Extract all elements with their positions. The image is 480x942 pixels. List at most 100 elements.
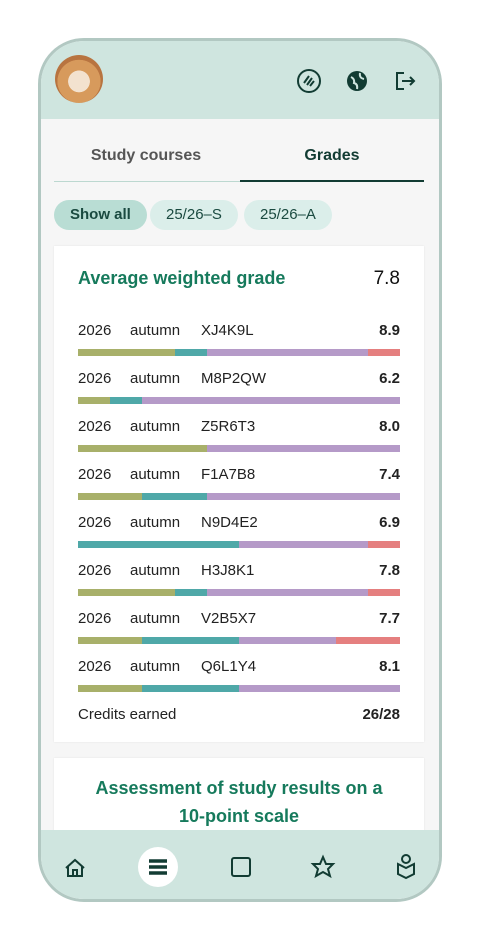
language-icon[interactable] <box>344 68 370 94</box>
course-row: 2026 autumn N9D4E2 6.9 <box>78 514 400 534</box>
tab-active[interactable]: Grades <box>304 147 360 164</box>
grade-bar <box>78 685 400 692</box>
course-year: 2026 <box>78 418 112 435</box>
logout-icon[interactable] <box>392 68 418 94</box>
course-grade: 7.4 <box>379 466 400 483</box>
bar-segment <box>367 349 400 356</box>
bar-segment <box>367 541 400 548</box>
bar-segment <box>367 589 400 596</box>
bar-segment <box>78 445 207 452</box>
card-title: Average weighted grade <box>78 268 286 288</box>
course-year: 2026 <box>78 322 112 339</box>
course-grade: 7.8 <box>379 562 400 579</box>
bar-segment <box>142 685 239 692</box>
course-row: 2026 autumn F1A7B8 7.4 <box>78 466 400 486</box>
grades-card: Average weighted grade 7.8 2026 autumn XJ4… <box>54 246 424 742</box>
filter-chip-active[interactable]: Show all <box>54 200 147 230</box>
course-term: autumn <box>130 658 181 675</box>
calendar-icon[interactable] <box>231 857 251 877</box>
wave-icon[interactable] <box>296 68 322 94</box>
bar-segment <box>174 349 207 356</box>
course-year: 2026 <box>78 562 112 579</box>
course-term: autumn <box>130 514 181 531</box>
course-code: H3J8K1 <box>201 562 255 579</box>
star-icon[interactable] <box>310 854 336 879</box>
grade-bar <box>78 541 400 548</box>
bar-segment <box>142 493 207 500</box>
course-code: Q6L1Y4 <box>201 658 257 675</box>
bar-segment <box>239 685 400 692</box>
course-code: V2B5X7 <box>201 610 257 627</box>
bar-segment <box>239 541 368 548</box>
credits-value: 26/28 <box>362 706 400 723</box>
bar-segment <box>142 637 239 644</box>
bar-segment <box>78 685 143 692</box>
course-year: 2026 <box>78 514 112 531</box>
course-term: autumn <box>130 562 181 579</box>
course-row: 2026 autumn M8P2QW 6.2 <box>78 370 400 390</box>
course-term: autumn <box>130 370 181 387</box>
course-grade: 7.7 <box>379 610 400 627</box>
course-grade: 6.9 <box>379 514 400 531</box>
bar-segment <box>206 493 401 500</box>
bar-segment <box>335 637 400 644</box>
course-row: 2026 autumn V2B5X7 7.7 <box>78 610 400 630</box>
grade-bar <box>78 445 400 452</box>
bottom-nav <box>41 830 439 899</box>
grade-bar <box>78 397 400 404</box>
course-year: 2026 <box>78 610 112 627</box>
course-code: Z5R6T3 <box>201 418 256 435</box>
course-row: 2026 autumn Q6L1Y4 8.1 <box>78 658 400 678</box>
nav-icons <box>65 847 415 887</box>
credits-label: Credits earned <box>78 706 177 723</box>
grade-bar <box>78 589 400 596</box>
course-grade: 6.2 <box>379 370 400 387</box>
course-term: autumn <box>130 418 181 435</box>
course-code: XJ4K9L <box>201 322 254 339</box>
bar-segment <box>174 589 207 596</box>
course-term: autumn <box>130 466 181 483</box>
course-row: 2026 autumn H3J8K1 7.8 <box>78 562 400 582</box>
course-term: autumn <box>130 610 181 627</box>
bar-segment <box>78 589 175 596</box>
course-grade: 8.1 <box>379 658 400 675</box>
list-icon[interactable] <box>149 859 167 875</box>
grade-bar <box>78 637 400 644</box>
tab[interactable]: Study courses <box>90 147 202 164</box>
bar-segment <box>78 349 175 356</box>
bar-segment <box>78 637 143 644</box>
header <box>41 41 439 119</box>
tab-indicator <box>240 180 424 182</box>
course-code: M8P2QW <box>201 370 267 387</box>
grade-bar <box>78 349 400 356</box>
course-code: N9D4E2 <box>201 514 258 531</box>
bar-segment <box>78 397 111 404</box>
bar-segment <box>78 493 143 500</box>
bar-segment <box>206 349 368 356</box>
average-grade: 7.8 <box>373 268 400 289</box>
filter-chip[interactable]: 25/26–S <box>150 200 238 230</box>
course-grade: 8.0 <box>379 418 400 435</box>
tab-divider <box>54 181 424 182</box>
course-code: F1A7B8 <box>201 466 256 483</box>
course-grade: 8.9 <box>379 322 400 339</box>
course-term: autumn <box>130 322 181 339</box>
course-year: 2026 <box>78 466 112 483</box>
avatar[interactable] <box>55 55 103 103</box>
bar-segment <box>78 541 239 548</box>
map-icon[interactable] <box>397 854 415 880</box>
course-year: 2026 <box>78 370 112 387</box>
home-icon[interactable] <box>65 858 85 877</box>
bar-segment <box>110 397 143 404</box>
bar-segment <box>206 445 400 452</box>
bar-segment <box>206 589 368 596</box>
grade-bar <box>78 493 401 500</box>
course-row: 2026 autumn XJ4K9L 8.9 <box>78 322 400 342</box>
course-year: 2026 <box>78 658 112 675</box>
bar-segment <box>142 397 400 404</box>
assessment-title: Assessment of study results on a 10-poin… <box>95 778 383 826</box>
filter-chip[interactable]: 25/26–A <box>244 200 332 230</box>
phone-frame: Study courses Grades Show all 25/26–S 25… <box>38 38 442 902</box>
bar-segment <box>239 637 336 644</box>
